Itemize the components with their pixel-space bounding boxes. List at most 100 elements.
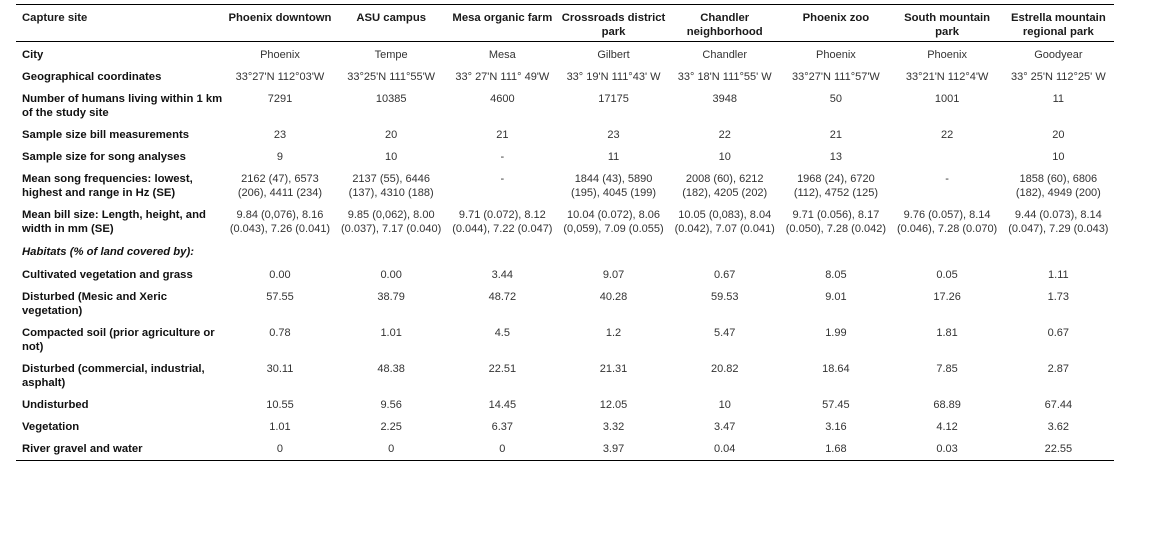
table-cell: 1.68 xyxy=(825,443,847,455)
table-cell: 9.85 (0,062), 8.00 (0.037), 7.17 (0.040) xyxy=(341,209,442,235)
table-cell: 9.71 (0.056), 8.17 (0.050), 7.28 (0.042) xyxy=(785,209,887,235)
table-cell: 3.47 xyxy=(714,421,736,433)
table-cell: Phoenix xyxy=(816,49,856,61)
table-cell: 2162 (47), 6573 (206), 4411 (234) xyxy=(237,173,323,199)
row-label: Cultivated vegetation and grass xyxy=(22,269,193,281)
table-row: Mean bill size: Length, height, and widt… xyxy=(16,203,1114,239)
table-cell: 10385 xyxy=(375,93,407,105)
row-label: Geographical coordinates xyxy=(22,71,162,83)
table-cell: 22.51 xyxy=(488,363,517,375)
table-cell: 3.44 xyxy=(491,269,514,281)
table-cell: Tempe xyxy=(374,49,408,61)
table-cell: 0 xyxy=(499,443,506,455)
section-row: Habitats (% of land covered by): xyxy=(16,239,1114,263)
table-cell: 38.79 xyxy=(377,291,405,303)
table-cell xyxy=(780,239,891,263)
table-cell: 9 xyxy=(276,151,284,163)
table-cell: 33° 19'N 111°43' W xyxy=(566,71,661,83)
table-cell: - xyxy=(500,151,505,163)
table-row: Number of humans living within 1 km of t… xyxy=(16,87,1114,123)
table-cell: 20 xyxy=(385,129,398,141)
table-cell: 17.26 xyxy=(933,291,961,303)
header-row: Capture site Phoenix downtown ASU campus… xyxy=(16,5,1114,42)
table-cell: Phoenix xyxy=(927,49,967,61)
table-cell: 14.45 xyxy=(488,399,517,411)
header-site: Estrella mountain regional park xyxy=(1010,12,1106,38)
table-cell: 7291 xyxy=(267,93,293,105)
table-cell: 8.05 xyxy=(825,269,847,281)
table-cell: 1001 xyxy=(934,93,960,105)
table-cell: 4.12 xyxy=(936,421,958,433)
header-site: ASU campus xyxy=(356,12,426,24)
table-cell: 11 xyxy=(607,151,620,163)
table-cell: 10 xyxy=(1052,151,1065,163)
table-row: Mean song frequencies: lowest, highest a… xyxy=(16,167,1114,203)
table-cell: 50 xyxy=(829,93,843,105)
table-cell: 0 xyxy=(276,443,284,455)
table-cell: 0.00 xyxy=(380,269,402,281)
table-cell xyxy=(892,239,1003,263)
table-cell: 20.82 xyxy=(710,363,739,375)
table-row: Cultivated vegetation and grass 0.00 0.00 3… xyxy=(16,263,1114,285)
table-cell: 20 xyxy=(1052,129,1065,141)
table-row: Disturbed (commercial, industrial, aspha… xyxy=(16,357,1114,393)
table-cell: 3.16 xyxy=(825,421,847,433)
table-cell: Phoenix xyxy=(260,49,300,61)
table-row: Undisturbed 10.55 9.56 14.45 12.05 10 57.45 68.… xyxy=(16,393,1114,415)
table-cell: 21.31 xyxy=(599,363,628,375)
header-site: Mesa organic farm xyxy=(452,12,553,24)
table-cell: 1.99 xyxy=(825,327,847,339)
table-cell: - xyxy=(945,173,949,185)
table-cell: 1968 (24), 6720 (112), 4752 (125) xyxy=(793,173,878,199)
table-cell: 22 xyxy=(940,129,954,141)
row-label: Vegetation xyxy=(22,421,80,433)
table-cell: 23 xyxy=(273,129,287,141)
table-cell: 2.25 xyxy=(380,421,402,433)
table-cell: 0.04 xyxy=(714,443,736,455)
table-row: Sample size for song analyses 9 10 - 11 10 13 1… xyxy=(16,145,1114,167)
table-cell: 33° 18'N 111°55' W xyxy=(677,71,772,83)
table-row: Geographical coordinates 33°27'N 112°03'W… xyxy=(16,65,1114,87)
table-cell: Chandler xyxy=(702,49,748,61)
table-cell: 10.55 xyxy=(266,399,294,411)
table-row: Disturbed (Mesic and Xeric vegetation) 57… xyxy=(16,285,1114,321)
table-cell xyxy=(669,239,780,263)
table-cell: 5.47 xyxy=(714,327,736,339)
table-cell: 4600 xyxy=(490,93,515,105)
table-cell: 40.28 xyxy=(599,291,628,303)
row-label: Sample size for song analyses xyxy=(22,151,186,163)
table-cell: 0.03 xyxy=(936,443,958,455)
table-cell: 1.2 xyxy=(605,327,622,339)
table-cell: 18.64 xyxy=(822,363,850,375)
header-site: Phoenix downtown xyxy=(228,12,332,24)
table-cell: 4.5 xyxy=(494,327,510,339)
table-cell: 10.04 (0.072), 8.06 (0,059), 7.09 (0.055… xyxy=(563,209,664,235)
table-cell: 0.67 xyxy=(1047,327,1070,339)
table-cell xyxy=(447,239,558,263)
table-cell: 13 xyxy=(829,151,843,163)
table-cell: Gilbert xyxy=(597,49,630,61)
row-label: Number of humans living within 1 km of t… xyxy=(22,93,223,119)
table-cell: Mesa xyxy=(488,49,516,61)
table-cell: 22.55 xyxy=(1044,443,1073,455)
row-label: Sample size bill measurements xyxy=(22,129,190,141)
row-label: Disturbed (commercial, industrial, aspha… xyxy=(22,363,205,389)
row-label: River gravel and water xyxy=(22,443,143,455)
table-cell: 0.00 xyxy=(269,269,291,281)
table-cell: - xyxy=(500,173,505,185)
table-cell: 9.76 (0.057), 8.14 (0.046), 7.28 (0.070) xyxy=(896,209,998,235)
table-cell: 1.81 xyxy=(936,327,958,339)
row-label: Mean song frequencies: lowest, highest a… xyxy=(22,173,193,199)
table-cell: 10 xyxy=(718,399,731,411)
header-site: Crossroads district park xyxy=(561,12,666,38)
table-cell: 7.85 xyxy=(936,363,958,375)
table-cell xyxy=(224,239,335,263)
table-cell: 1.01 xyxy=(380,327,402,339)
table-cell xyxy=(892,145,1003,167)
table-cell: 10.05 (0,083), 8.04 (0.042), 7.07 (0.041… xyxy=(674,209,775,235)
header-site: Phoenix zoo xyxy=(802,12,870,24)
table-cell: 11 xyxy=(1052,93,1065,105)
row-label: City xyxy=(22,49,44,61)
table-cell: 9.07 xyxy=(602,269,625,281)
table-cell: 0.67 xyxy=(714,269,736,281)
